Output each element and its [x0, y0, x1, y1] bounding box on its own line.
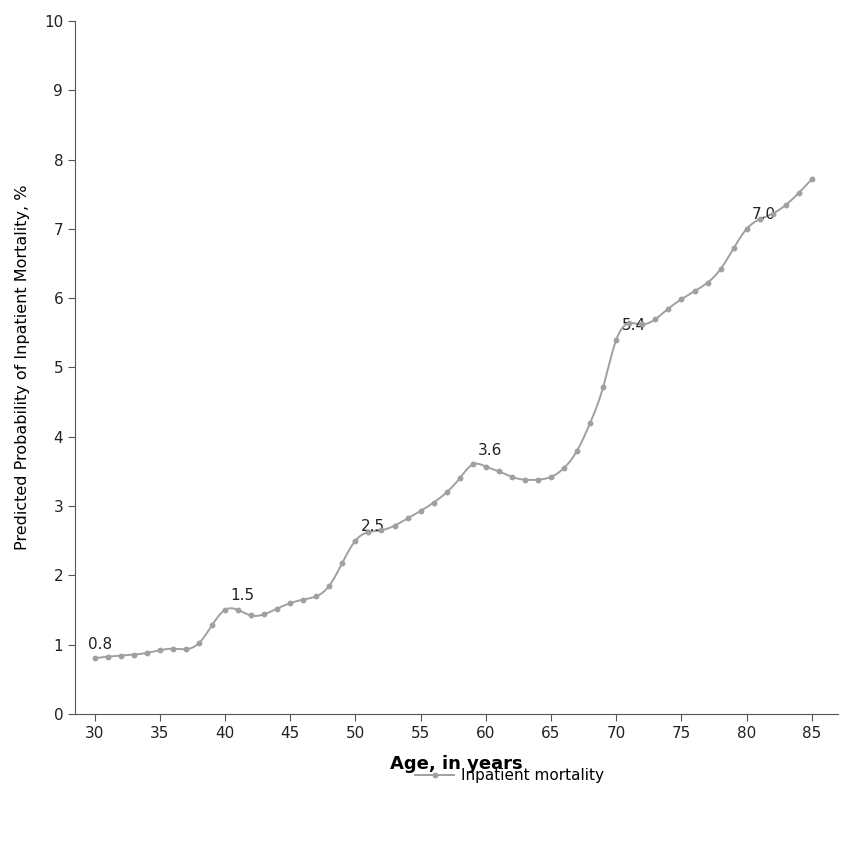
Text: 3.6: 3.6 — [477, 442, 502, 458]
Text: 1.5: 1.5 — [230, 588, 254, 603]
Inpatient mortality — [806, 174, 816, 184]
Inpatient mortality — [350, 536, 360, 546]
Inpatient mortality — [102, 652, 112, 662]
Inpatient mortality — [558, 463, 568, 473]
Line: Inpatient mortality: Inpatient mortality — [92, 177, 813, 661]
Y-axis label: Predicted Probability of Inpatient Mortality, %: Predicted Probability of Inpatient Morta… — [15, 185, 30, 550]
X-axis label: Age, in years: Age, in years — [389, 754, 522, 773]
Inpatient mortality — [89, 653, 100, 664]
Inpatient mortality — [493, 466, 504, 476]
Text: 0.8: 0.8 — [88, 637, 112, 652]
Text: 2.5: 2.5 — [360, 519, 384, 534]
Text: 7.0: 7.0 — [751, 207, 775, 222]
Text: 5.4: 5.4 — [621, 318, 645, 333]
Inpatient mortality — [532, 474, 543, 484]
Legend: Inpatient mortality: Inpatient mortality — [409, 762, 610, 790]
Inpatient mortality — [636, 320, 647, 330]
